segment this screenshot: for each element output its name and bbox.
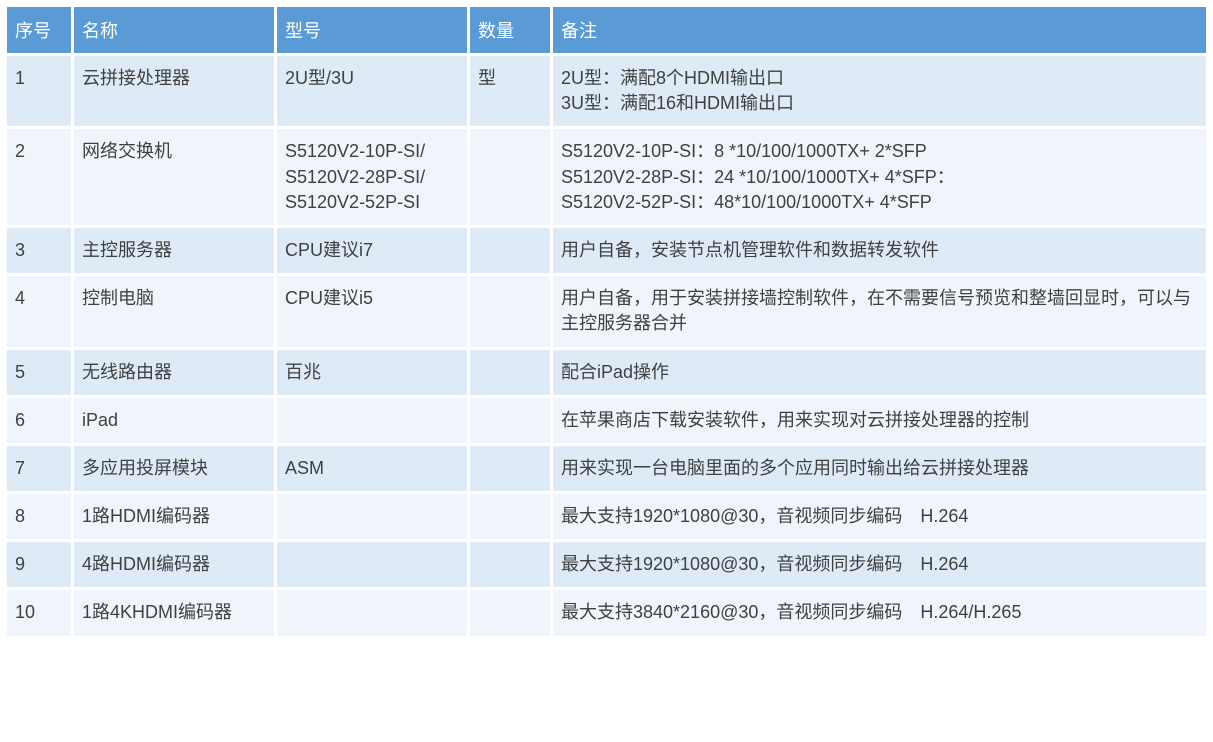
header-model: 型号 — [277, 7, 467, 53]
cell-seq: 5 — [7, 350, 71, 395]
cell-remark: 最大支持3840*2160@30，音视频同步编码 H.264/H.265 — [553, 590, 1206, 635]
cell-name: 1路HDMI编码器 — [74, 494, 274, 539]
cell-model — [277, 398, 467, 443]
cell-name: 控制电脑 — [74, 276, 274, 346]
cell-seq: 7 — [7, 446, 71, 491]
cell-name: 无线路由器 — [74, 350, 274, 395]
cell-model: ASM — [277, 446, 467, 491]
cell-remark: S5120V2-10P-SI：8 *10/100/1000TX+ 2*SFPS5… — [553, 129, 1206, 225]
table-body: 1 云拼接处理器 2U型/3U 型 2U型：满配8个HDMI输出口3U型：满配1… — [7, 56, 1206, 636]
cell-model: 2U型/3U — [277, 56, 467, 126]
cell-qty — [470, 398, 550, 443]
header-remark: 备注 — [553, 7, 1206, 53]
equipment-table: 序号 名称 型号 数量 备注 1 云拼接处理器 2U型/3U 型 2U型：满配8… — [4, 4, 1209, 639]
cell-qty — [470, 129, 550, 225]
cell-model: 百兆 — [277, 350, 467, 395]
cell-qty — [470, 446, 550, 491]
table-row: 7 多应用投屏模块 ASM 用来实现一台电脑里面的多个应用同时输出给云拼接处理器 — [7, 446, 1206, 491]
cell-seq: 6 — [7, 398, 71, 443]
cell-seq: 10 — [7, 590, 71, 635]
cell-remark: 最大支持1920*1080@30，音视频同步编码 H.264 — [553, 542, 1206, 587]
cell-qty — [470, 494, 550, 539]
cell-seq: 2 — [7, 129, 71, 225]
header-seq: 序号 — [7, 7, 71, 53]
cell-model: CPU建议i5 — [277, 276, 467, 346]
cell-remark: 2U型：满配8个HDMI输出口3U型：满配16和HDMI输出口 — [553, 56, 1206, 126]
cell-model — [277, 542, 467, 587]
cell-model: CPU建议i7 — [277, 228, 467, 273]
cell-seq: 8 — [7, 494, 71, 539]
table-row: 9 4路HDMI编码器 最大支持1920*1080@30，音视频同步编码 H.2… — [7, 542, 1206, 587]
cell-name: 网络交换机 — [74, 129, 274, 225]
cell-seq: 9 — [7, 542, 71, 587]
cell-remark: 用户自备，用于安装拼接墙控制软件，在不需要信号预览和整墙回显时，可以与主控服务器… — [553, 276, 1206, 346]
cell-seq: 1 — [7, 56, 71, 126]
cell-remark: 配合iPad操作 — [553, 350, 1206, 395]
cell-remark: 用来实现一台电脑里面的多个应用同时输出给云拼接处理器 — [553, 446, 1206, 491]
cell-name: 多应用投屏模块 — [74, 446, 274, 491]
cell-name: 1路4KHDMI编码器 — [74, 590, 274, 635]
table-row: 4 控制电脑 CPU建议i5 用户自备，用于安装拼接墙控制软件，在不需要信号预览… — [7, 276, 1206, 346]
cell-remark: 在苹果商店下载安装软件，用来实现对云拼接处理器的控制 — [553, 398, 1206, 443]
table-row: 2 网络交换机 S5120V2-10P-SI/S5120V2-28P-SI/S5… — [7, 129, 1206, 225]
cell-seq: 3 — [7, 228, 71, 273]
cell-name: 主控服务器 — [74, 228, 274, 273]
cell-name: iPad — [74, 398, 274, 443]
table-row: 10 1路4KHDMI编码器 最大支持3840*2160@30，音视频同步编码 … — [7, 590, 1206, 635]
cell-model — [277, 590, 467, 635]
header-qty: 数量 — [470, 7, 550, 53]
table-row: 1 云拼接处理器 2U型/3U 型 2U型：满配8个HDMI输出口3U型：满配1… — [7, 56, 1206, 126]
table-row: 6 iPad 在苹果商店下载安装软件，用来实现对云拼接处理器的控制 — [7, 398, 1206, 443]
table-row: 8 1路HDMI编码器 最大支持1920*1080@30，音视频同步编码 H.2… — [7, 494, 1206, 539]
cell-model: S5120V2-10P-SI/S5120V2-28P-SI/S5120V2-52… — [277, 129, 467, 225]
cell-qty — [470, 542, 550, 587]
table-row: 3 主控服务器 CPU建议i7 用户自备，安装节点机管理软件和数据转发软件 — [7, 228, 1206, 273]
cell-qty: 型 — [470, 56, 550, 126]
cell-seq: 4 — [7, 276, 71, 346]
table-header-row: 序号 名称 型号 数量 备注 — [7, 7, 1206, 53]
cell-model — [277, 494, 467, 539]
cell-qty — [470, 590, 550, 635]
table-row: 5 无线路由器 百兆 配合iPad操作 — [7, 350, 1206, 395]
cell-name: 云拼接处理器 — [74, 56, 274, 126]
cell-qty — [470, 350, 550, 395]
cell-qty — [470, 276, 550, 346]
cell-remark: 最大支持1920*1080@30，音视频同步编码 H.264 — [553, 494, 1206, 539]
cell-remark: 用户自备，安装节点机管理软件和数据转发软件 — [553, 228, 1206, 273]
cell-qty — [470, 228, 550, 273]
header-name: 名称 — [74, 7, 274, 53]
cell-name: 4路HDMI编码器 — [74, 542, 274, 587]
